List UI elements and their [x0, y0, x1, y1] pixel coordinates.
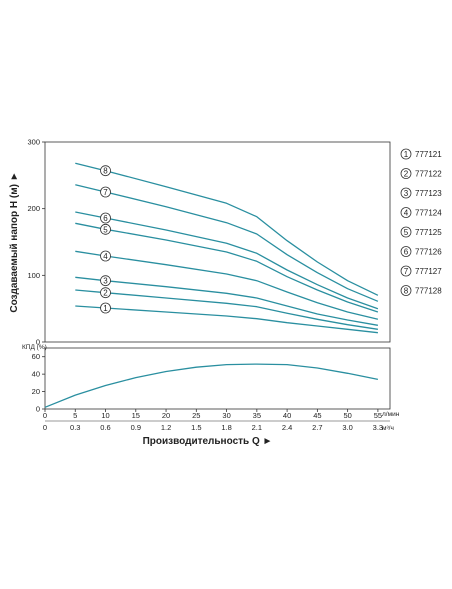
legend-label-7: 777127 — [415, 267, 442, 276]
legend-marker-label-8: 8 — [404, 287, 409, 296]
legend-marker-4 — [400, 207, 412, 218]
curve-marker-7 — [100, 186, 111, 198]
head-y-axis-title: Создаваемый напор H (м) ► — [9, 171, 20, 312]
curve-marker-5 — [100, 223, 111, 235]
head-curve-6 — [75, 211, 379, 310]
x-tick-label-m3h: 0.6 — [100, 423, 110, 432]
x-tick-label-m3h: 0.9 — [131, 423, 141, 432]
legend-marker-5 — [400, 226, 412, 238]
legend-marker-label-1: 1 — [404, 150, 409, 159]
legend-marker-2 — [400, 168, 412, 179]
curve-marker-2 — [100, 287, 111, 299]
efficiency-y-tick-label: 0 — [36, 405, 40, 414]
efficiency-y-tick-label: 20 — [32, 387, 40, 396]
x-tick-label-m3h: 1.8 — [221, 423, 231, 432]
legend-label-4: 777124 — [415, 209, 442, 218]
curve-marker-8 — [100, 165, 111, 177]
efficiency-y-tick-label: 60 — [32, 352, 40, 361]
head-curve-5 — [75, 222, 379, 313]
x-unit-lpm: л/мин — [382, 411, 400, 418]
efficiency-y-tick-label: 40 — [32, 370, 40, 379]
legend-marker-label-6: 6 — [404, 248, 409, 257]
head-y-tick-label: 300 — [27, 138, 40, 147]
x-axis-title: Производительность Q ► — [143, 436, 273, 447]
legend-marker-7 — [400, 265, 412, 277]
curve-marker-label-1: 1 — [103, 304, 108, 313]
x-tick-label-m3h: 0 — [43, 423, 47, 432]
x-tick-label-lpm: 25 — [192, 411, 200, 420]
head-plot-frame — [44, 141, 391, 343]
x-tick-label-m3h: 3.0 — [342, 423, 352, 432]
legend-marker-label-4: 4 — [404, 209, 409, 218]
curve-marker-1 — [100, 302, 111, 314]
x-tick-label-lpm: 45 — [313, 411, 321, 420]
curve-marker-label-5: 5 — [103, 225, 108, 234]
head-curve-3 — [75, 276, 379, 326]
x-unit-m3h: м³/ч — [382, 425, 394, 432]
head-y-tick-label: 100 — [27, 271, 40, 280]
x-tick-label-m3h: 3.3 — [373, 423, 383, 432]
head-curve-4 — [75, 250, 379, 320]
curve-marker-4 — [100, 250, 111, 262]
legend-label-1: 777121 — [415, 150, 442, 159]
head-curve-8 — [75, 162, 379, 296]
curve-marker-label-6: 6 — [103, 214, 108, 223]
curve-marker-label-7: 7 — [103, 188, 108, 197]
x-tick-label-m3h: 1.2 — [161, 423, 171, 432]
legend-marker-6 — [400, 246, 412, 257]
efficiency-y-axis-title: КПД (%) — [22, 344, 47, 351]
x-tick-label-m3h: 2.1 — [252, 423, 262, 432]
legend-label-5: 777125 — [415, 228, 442, 237]
x-tick-label-lpm: 30 — [222, 411, 230, 420]
head-curve-7 — [75, 184, 379, 302]
legend-label-8: 777128 — [415, 287, 442, 296]
x-tick-label-lpm: 0 — [43, 411, 47, 420]
curve-marker-label-8: 8 — [103, 167, 108, 176]
legend-marker-label-7: 7 — [404, 267, 409, 276]
x-tick-label-lpm: 15 — [132, 411, 140, 420]
curve-marker-label-3: 3 — [103, 277, 108, 286]
head-curve-1 — [75, 305, 378, 334]
legend-label-3: 777123 — [415, 189, 442, 198]
legend-marker-label-2: 2 — [404, 170, 409, 179]
legend-marker-3 — [400, 187, 412, 199]
legend-marker-label-5: 5 — [404, 228, 409, 237]
x-tick-label-m3h: 2.4 — [282, 423, 292, 432]
efficiency-curve — [44, 363, 379, 408]
head-curve-2 — [75, 289, 378, 330]
x-tick-label-lpm: 50 — [343, 411, 351, 420]
legend-label-2: 777122 — [415, 170, 442, 179]
legend-marker-label-3: 3 — [404, 189, 409, 198]
head-y-tick-label: 200 — [27, 204, 40, 213]
x-tick-label-lpm: 10 — [101, 411, 109, 420]
x-tick-label-lpm: 40 — [283, 411, 291, 420]
curve-marker-3 — [100, 275, 111, 287]
efficiency-plot-frame — [44, 347, 391, 410]
curve-marker-label-4: 4 — [103, 252, 108, 261]
x-tick-label-lpm: 55 — [374, 411, 382, 420]
curve-marker-label-2: 2 — [103, 289, 108, 298]
legend-label-6: 777126 — [415, 248, 442, 257]
legend-marker-1 — [400, 148, 412, 160]
x-tick-label-m3h: 1.5 — [191, 423, 201, 432]
legend-marker-8 — [400, 285, 412, 296]
head-y-tick-label: 0 — [36, 338, 40, 347]
x-tick-label-lpm: 5 — [73, 411, 77, 420]
x-tick-label-m3h: 0.3 — [70, 423, 80, 432]
x-tick-label-lpm: 20 — [162, 411, 170, 420]
x-tick-label-m3h: 2.7 — [312, 423, 322, 432]
x-tick-label-lpm: 35 — [253, 411, 261, 420]
curve-marker-6 — [100, 212, 111, 224]
